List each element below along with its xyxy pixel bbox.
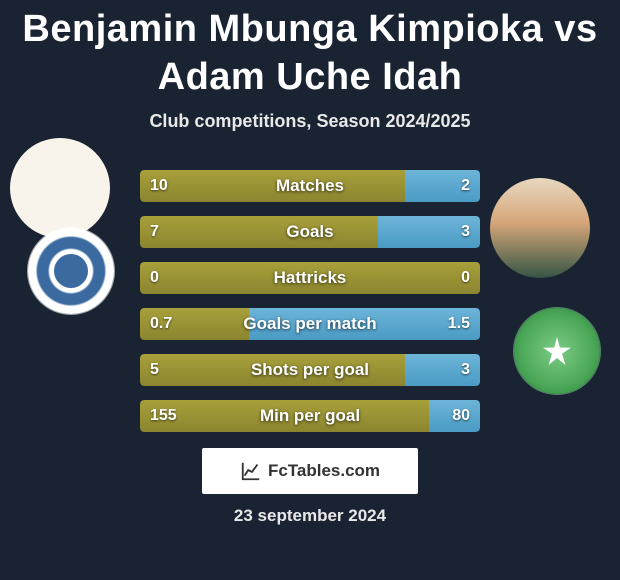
stats-panel: 10 Matches 2 7 Goals 3 0 Hattricks 0 0.7… bbox=[140, 170, 480, 446]
player-left-avatar bbox=[10, 138, 110, 238]
player-left-club-badge bbox=[28, 228, 114, 314]
stat-value-right: 0 bbox=[461, 262, 470, 294]
stat-row: 10 Matches 2 bbox=[140, 170, 480, 202]
stat-label: Matches bbox=[140, 170, 480, 202]
stat-label: Goals bbox=[140, 216, 480, 248]
stat-label: Min per goal bbox=[140, 400, 480, 432]
comparison-title: Benjamin Mbunga Kimpioka vs Adam Uche Id… bbox=[0, 0, 620, 101]
attribution-text: FcTables.com bbox=[268, 461, 380, 481]
comparison-date: 23 september 2024 bbox=[0, 506, 620, 526]
stat-value-right: 2 bbox=[461, 170, 470, 202]
stat-value-right: 1.5 bbox=[448, 308, 470, 340]
stat-row: 0.7 Goals per match 1.5 bbox=[140, 308, 480, 340]
player-right-club-badge bbox=[514, 308, 600, 394]
comparison-subtitle: Club competitions, Season 2024/2025 bbox=[0, 111, 620, 132]
attribution-badge: FcTables.com bbox=[202, 448, 418, 494]
stat-value-right: 80 bbox=[452, 400, 470, 432]
stat-row: 7 Goals 3 bbox=[140, 216, 480, 248]
stat-value-right: 3 bbox=[461, 354, 470, 386]
stat-row: 0 Hattricks 0 bbox=[140, 262, 480, 294]
stat-label: Shots per goal bbox=[140, 354, 480, 386]
stat-row: 5 Shots per goal 3 bbox=[140, 354, 480, 386]
player-right-avatar bbox=[490, 178, 590, 278]
stat-label: Hattricks bbox=[140, 262, 480, 294]
stat-row: 155 Min per goal 80 bbox=[140, 400, 480, 432]
stat-value-right: 3 bbox=[461, 216, 470, 248]
stat-label: Goals per match bbox=[140, 308, 480, 340]
chart-icon bbox=[240, 460, 262, 482]
